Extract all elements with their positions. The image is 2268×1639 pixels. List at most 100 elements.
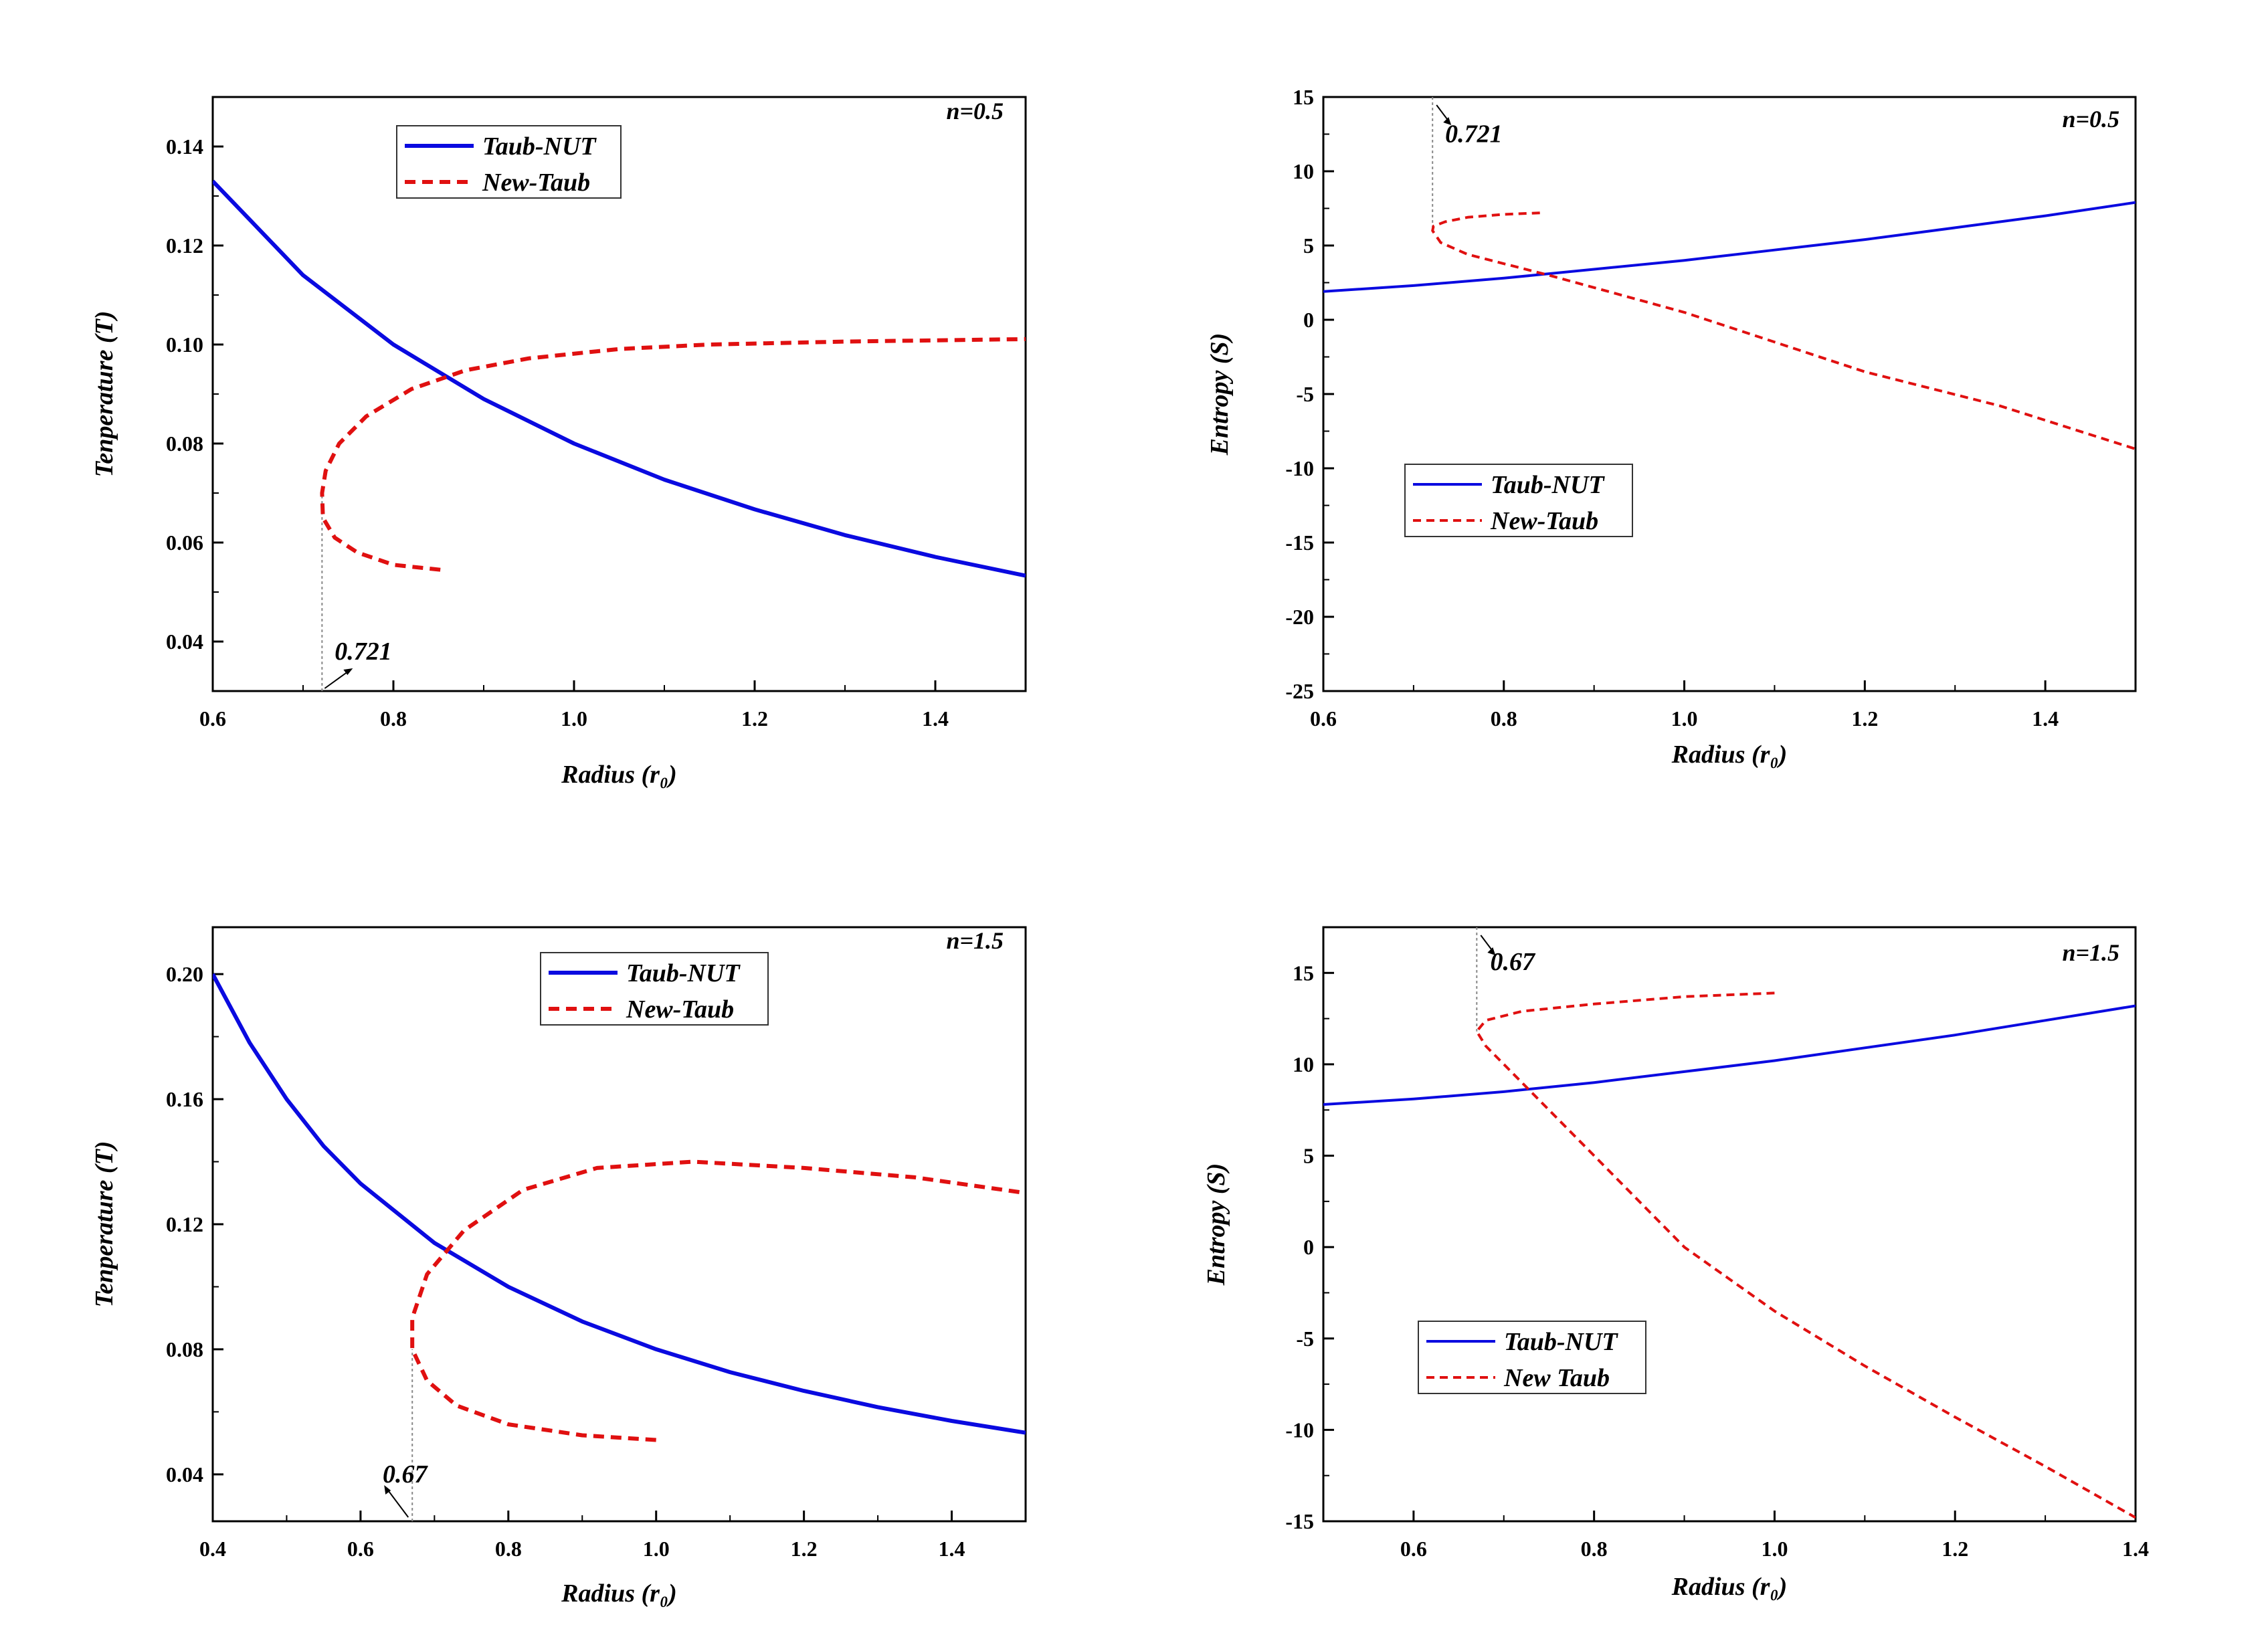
- y-tick-label: -5: [1296, 382, 1314, 406]
- x-axis-label: Radius (r₀): [561, 1579, 677, 1608]
- chart-title: n=1.5: [946, 927, 1004, 954]
- y-tick-label: 0.06: [166, 531, 203, 555]
- annotation-arrow: [1436, 104, 1450, 122]
- y-tick-label: -15: [1285, 531, 1314, 555]
- y-tick-label: 0.04: [166, 630, 203, 654]
- legend-box: [1404, 464, 1633, 537]
- x-tick-label: 0.8: [1491, 706, 1517, 731]
- annotation-label: 0.721: [1445, 120, 1503, 149]
- chart-title: n=1.5: [2062, 939, 2119, 966]
- series-line-taub-nut: [213, 179, 1026, 578]
- y-tick-label: 5: [1303, 233, 1314, 258]
- y-tick-label: 0.10: [166, 332, 203, 357]
- x-tick-label: 1.4: [2122, 1537, 2149, 1561]
- x-tick-label: 0.8: [495, 1537, 522, 1561]
- y-tick-label: 0.16: [166, 1087, 203, 1111]
- annotation-arrowhead: [1487, 947, 1496, 955]
- plot-frame: [1322, 926, 2137, 1523]
- x-tick-label: 0.8: [380, 706, 407, 731]
- annotation-arrowhead: [1443, 117, 1452, 125]
- legend: Taub-NUT New Taub: [1418, 1321, 1646, 1394]
- legend-box: [1418, 1321, 1646, 1394]
- y-tick-label: 15: [1293, 961, 1314, 985]
- annotation-arrowhead: [343, 668, 353, 675]
- annotation-label: 0.67: [1491, 948, 1537, 976]
- series-line-taub-nut: [1323, 201, 2136, 293]
- x-axis-label: Radius (r₀): [1671, 741, 1788, 769]
- legend-label: Taub-NUT: [482, 132, 597, 161]
- legend-label: New-Taub: [482, 169, 590, 197]
- annotation-arrow: [387, 1490, 409, 1518]
- x-tick-label: 1.4: [2032, 706, 2059, 731]
- legend-label: Taub-NUT: [626, 959, 741, 987]
- series-line-new-taub: [320, 336, 1026, 572]
- y-tick-label: 0.14: [166, 134, 203, 159]
- chart-title: n=0.5: [946, 98, 1004, 124]
- y-tick-label: -15: [1285, 1509, 1314, 1533]
- x-tick-label: 0.6: [1310, 706, 1337, 731]
- y-tick-label: 10: [1293, 159, 1314, 183]
- chart-panel-entropy-n15: 0.6 0.8 1.0 1.2 1.4 -15 -10 -5 0 5 10 15 Radius (r₀)…: [1202, 926, 2149, 1601]
- y-tick-label: -10: [1285, 456, 1314, 480]
- annotation-arrow: [1480, 935, 1494, 952]
- legend: Taub-NUT New-Taub: [1404, 464, 1633, 537]
- x-tick-label: 1.4: [939, 1537, 965, 1561]
- y-tick-label: 0.12: [166, 1212, 203, 1236]
- chart-panel-entropy-n05: 0.6 0.8 1.0 1.2 1.4 -25 -20 -15 -10 -5 0 5 10 15 Radiu…: [1206, 85, 2137, 769]
- x-tick-label: 0.6: [199, 706, 226, 731]
- y-tick-label: 0.08: [166, 431, 203, 456]
- y-tick-label: 0.12: [166, 233, 203, 258]
- x-tick-label: 0.4: [199, 1537, 226, 1561]
- y-axis-label: Entropy (S): [1206, 333, 1234, 456]
- legend: Taub-NUT New-Taub: [540, 952, 769, 1026]
- y-tick-label: 15: [1293, 85, 1314, 109]
- series-line-taub-nut: [213, 973, 1026, 1435]
- x-tick-label: 1.0: [1761, 1537, 1788, 1561]
- x-tick-label: 1.2: [791, 1537, 818, 1561]
- annotation-arrowhead: [384, 1485, 391, 1495]
- y-axis-label: Tenperature (T): [90, 311, 118, 478]
- x-tick-label: 0.6: [1400, 1537, 1427, 1561]
- x-tick-label: 1.4: [922, 706, 949, 731]
- y-tick-label: -25: [1285, 679, 1314, 703]
- legend-label: Taub-NUT: [1504, 1328, 1618, 1356]
- legend-label: New-Taub: [626, 995, 734, 1024]
- plot-frame: [1322, 96, 2137, 692]
- legend-label: Taub-NUT: [1491, 471, 1605, 499]
- annotation-arrow: [324, 670, 349, 689]
- series-line-taub-nut: [1323, 1004, 2136, 1106]
- y-axis-label: Tenperature (T): [90, 1141, 118, 1308]
- y-tick-label: 0.20: [166, 962, 203, 986]
- y-axis-label: Entropy (S): [1202, 1163, 1230, 1286]
- x-tick-label: 1.2: [1851, 706, 1878, 731]
- x-tick-label: 1.2: [1942, 1537, 1968, 1561]
- y-tick-label: 0: [1303, 1235, 1314, 1259]
- x-tick-label: 0.8: [1581, 1537, 1608, 1561]
- y-tick-label: 0: [1303, 308, 1314, 332]
- x-tick-label: 1.0: [643, 1537, 670, 1561]
- x-tick-label: 1.2: [741, 706, 768, 731]
- legend: Taub-NUT New-Taub: [396, 125, 622, 199]
- series-line-new-taub: [410, 1159, 1026, 1442]
- annotation-label: 0.67: [383, 1460, 429, 1488]
- chart-panel-temp-n15: 0.4 0.6 0.8 1.0 1.2 1.4 0.04 0.08 0.12 0.16 0.20 Ra…: [90, 926, 1027, 1608]
- legend-box: [396, 125, 622, 199]
- y-tick-label: 5: [1303, 1144, 1314, 1168]
- legend-label: New Taub: [1503, 1364, 1610, 1392]
- y-tick-label: -10: [1285, 1418, 1314, 1442]
- x-tick-label: 1.0: [561, 706, 587, 731]
- legend-box: [540, 952, 769, 1026]
- chart-title: n=0.5: [2062, 106, 2119, 132]
- y-tick-label: 10: [1293, 1052, 1314, 1076]
- x-axis-label: Radius (r₀): [1671, 1573, 1788, 1601]
- legend-label: New-Taub: [1490, 507, 1598, 535]
- y-tick-label: -5: [1296, 1327, 1314, 1351]
- x-axis-label: Radius (r₀): [561, 761, 677, 789]
- series-line-new-taub: [1431, 211, 2136, 451]
- y-tick-label: 0.04: [166, 1462, 203, 1486]
- x-tick-label: 0.6: [347, 1537, 374, 1561]
- series-line-new-taub: [1475, 991, 2136, 1519]
- annotation-label: 0.721: [335, 638, 392, 666]
- chart-panel-temp-n05: 0.6 0.8 1.0 1.2 1.4 0.04 0.06 0.08 0.10 0.12 0.14 R…: [90, 96, 1027, 789]
